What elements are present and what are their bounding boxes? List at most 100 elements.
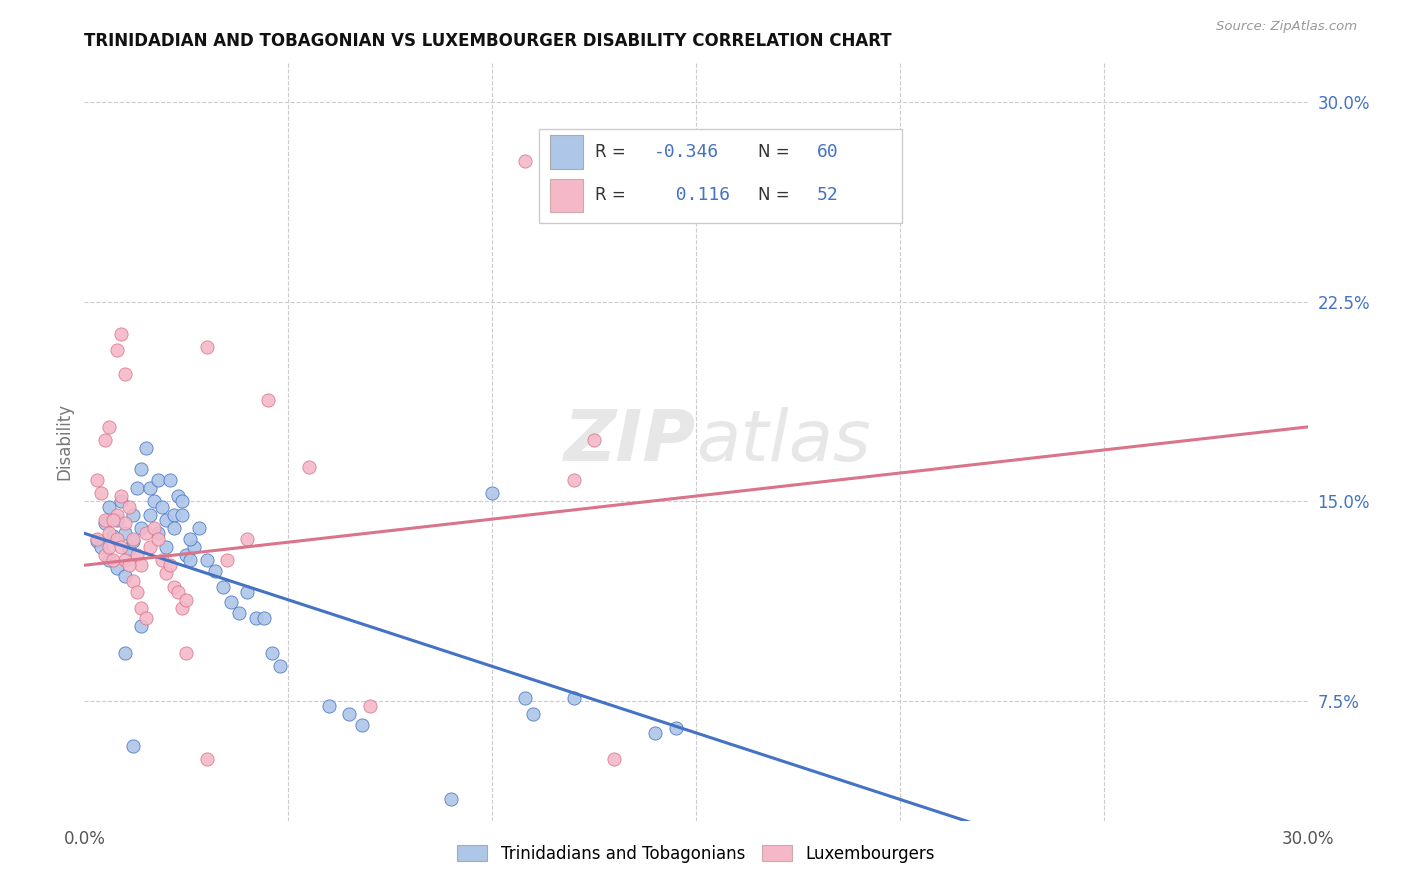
Point (131, 462, 153, 476)
Point (127, 481, 149, 495)
Point (172, 600, 194, 615)
Text: TRINIDADIAN AND TOBAGONIAN VS LUXEMBOURGER DISABILITY CORRELATION CHART: TRINIDADIAN AND TOBAGONIAN VS LUXEMBOURG… (84, 32, 891, 50)
Point (110, 540, 132, 554)
Point (105, 513, 128, 527)
Point (163, 508, 186, 522)
Point (159, 558, 181, 573)
Point (127, 585, 149, 599)
Point (644, 726, 666, 740)
Point (142, 494, 165, 508)
Point (513, 691, 536, 706)
Point (146, 532, 169, 546)
Point (339, 707, 361, 722)
Point (97, 526, 120, 541)
Point (93, 513, 115, 527)
Point (138, 508, 160, 522)
Point (114, 367, 136, 381)
Point (127, 548, 149, 562)
Point (179, 532, 201, 546)
Point (174, 646, 197, 660)
Point (260, 646, 283, 660)
Point (135, 441, 157, 455)
Point (217, 553, 239, 567)
Text: 52: 52 (817, 186, 838, 204)
Point (146, 473, 169, 487)
Point (513, 153, 536, 168)
Point (97, 420, 120, 434)
Point (195, 340, 218, 354)
Point (122, 574, 145, 589)
Point (163, 521, 186, 535)
Bar (550, 136, 583, 169)
Point (522, 707, 544, 722)
Point (195, 752, 218, 766)
Point (110, 489, 132, 503)
Point (150, 500, 173, 514)
Point (212, 580, 235, 594)
Point (93, 434, 115, 448)
Y-axis label: Disability: Disability (55, 403, 73, 480)
Point (562, 691, 585, 706)
Text: R =: R = (595, 143, 631, 161)
Text: 0.116: 0.116 (654, 186, 730, 204)
Point (101, 553, 124, 567)
Point (135, 526, 157, 541)
Point (167, 585, 190, 599)
Point (257, 393, 280, 408)
Point (86, 473, 108, 487)
Point (105, 343, 128, 357)
Point (86, 534, 108, 549)
Point (155, 513, 177, 527)
Point (93, 548, 115, 562)
Point (146, 526, 169, 541)
Point (204, 564, 226, 578)
Point (298, 459, 321, 474)
Point (167, 489, 190, 503)
Point (138, 481, 160, 495)
Point (93, 516, 115, 530)
Point (101, 513, 124, 527)
Point (155, 566, 177, 581)
Point (114, 646, 136, 660)
Point (101, 529, 124, 543)
Point (118, 500, 141, 514)
Point (562, 473, 585, 487)
Point (245, 611, 267, 625)
Point (122, 534, 145, 549)
Point (350, 718, 373, 732)
Point (110, 494, 132, 508)
Point (135, 611, 157, 625)
Point (118, 558, 141, 573)
Text: -0.346: -0.346 (654, 143, 718, 161)
Point (150, 553, 173, 567)
Point (481, 486, 503, 500)
Point (131, 600, 153, 615)
FancyBboxPatch shape (538, 128, 903, 223)
Text: R =: R = (595, 186, 631, 204)
Point (90, 486, 112, 500)
Point (195, 553, 218, 567)
Point (253, 611, 276, 625)
Point (172, 508, 194, 522)
Point (122, 739, 145, 753)
Point (97, 553, 120, 567)
Point (155, 540, 177, 554)
Point (105, 532, 128, 546)
Point (118, 542, 141, 557)
Point (269, 659, 291, 673)
Point (86, 532, 108, 546)
Point (142, 521, 165, 535)
Point (110, 326, 132, 341)
Point (603, 752, 626, 766)
Point (359, 699, 381, 714)
Point (105, 561, 128, 575)
Point (187, 521, 209, 535)
Text: ZIP: ZIP (564, 407, 696, 476)
Point (236, 532, 259, 546)
Point (122, 532, 145, 546)
Point (114, 569, 136, 583)
Point (318, 699, 340, 714)
Text: atlas: atlas (696, 407, 870, 476)
Text: 60: 60 (817, 143, 838, 161)
Point (114, 516, 136, 530)
